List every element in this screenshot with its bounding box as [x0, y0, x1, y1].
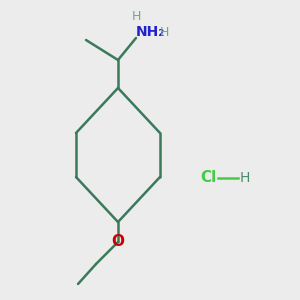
Text: H: H — [131, 10, 141, 22]
Text: H: H — [240, 171, 250, 185]
Text: O: O — [112, 235, 124, 250]
Text: NH₂: NH₂ — [136, 25, 165, 39]
Text: Cl: Cl — [200, 170, 216, 185]
Text: H: H — [159, 26, 169, 38]
